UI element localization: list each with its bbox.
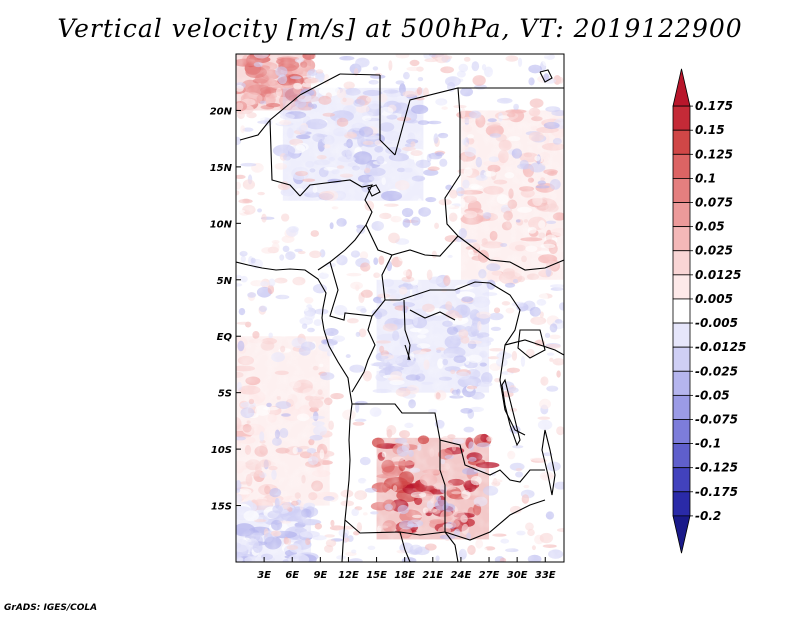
colorbar-label: -0.175 (695, 485, 738, 499)
chad-sudan-border (444, 115, 461, 237)
colorbar-bin (672, 274, 691, 300)
y-tick-label: EQ (217, 332, 233, 343)
namibia-botswana (399, 531, 459, 562)
colorbar-label: -0.05 (695, 388, 730, 402)
nigeria-borders (299, 179, 373, 271)
x-tick-label: 33E (535, 570, 556, 581)
colorbar-label: 0.175 (695, 99, 733, 113)
chart-title: Vertical velocity [m/s] at 500hPa, VT: 2… (57, 14, 743, 43)
colorbar-bin (672, 443, 691, 469)
y-axis: 20N 15N 10N 5N EQ 5S 10S 15S (210, 106, 241, 513)
colorbar-bin (672, 419, 691, 444)
x-tick-label: 18E (394, 570, 415, 581)
car-borders (365, 224, 491, 301)
y-tick-label: 10N (210, 219, 233, 230)
x-tick-label: 9E (313, 570, 327, 581)
y-tick-label: 15S (211, 502, 232, 513)
y-tick-label: 10S (211, 445, 232, 456)
x-tick-label: 27E (479, 570, 500, 581)
velocity-field (236, 54, 564, 562)
colorbar-label: -0.125 (695, 461, 738, 475)
zambia-south (444, 499, 546, 541)
chad-libya-border (394, 87, 461, 156)
colorbar-label: -0.005 (695, 316, 738, 330)
lake-malawi (541, 429, 556, 496)
colorbar-label: -0.0125 (695, 340, 746, 354)
lake-tanganyika (501, 378, 521, 447)
colorbar-bin (672, 68, 691, 107)
colorbar-bin (672, 515, 691, 554)
colorbar-label: -0.2 (695, 509, 721, 523)
colorbar-bin (672, 491, 691, 517)
y-tick-label: 5N (217, 276, 233, 287)
colorbar-bin (672, 346, 691, 372)
colorbar-bin (672, 226, 691, 252)
colorbar-label: -0.025 (695, 364, 738, 378)
colorbar-bin (672, 250, 691, 276)
red-sea-coast (539, 69, 553, 83)
colorbar-label: -0.075 (695, 412, 738, 426)
colorbar-bin (672, 178, 691, 203)
lake-chad (367, 184, 381, 197)
x-tick-label: 21E (422, 570, 443, 581)
x-tick-label: 24E (451, 570, 472, 581)
y-tick-label: 20N (210, 106, 233, 117)
algeria-niger-border (239, 73, 341, 141)
colorbar-label: 0.125 (695, 147, 733, 161)
colorbar-bin (672, 322, 691, 348)
x-axis: 3E 6E 9E 12E 15E 18E 21E 24E 27E 30E 33E (257, 557, 556, 581)
colorbar: 0.175 0.15 0.125 0.1 0.075 0.05 0.025 0.0125 0.0… (672, 68, 746, 554)
x-tick-label: 12E (338, 570, 359, 581)
x-tick-label: 15E (366, 570, 387, 581)
colorbar-label: 0.025 (695, 244, 733, 258)
colorbar-label: 0.05 (695, 220, 725, 234)
libya-egypt-border (379, 75, 396, 156)
grads-credit: GrADS: IGES/COLA (4, 603, 98, 613)
map-frame (235, 53, 565, 563)
x-tick-label: 30E (507, 570, 528, 581)
x-tick-label: 3E (257, 570, 271, 581)
colorbar-label: 0.1 (695, 171, 716, 185)
colorbar-bin (672, 298, 691, 324)
angola-zambia (344, 440, 446, 536)
colorbar-bin (672, 370, 691, 396)
niger-chad-border (339, 73, 381, 76)
angola-drc (352, 403, 545, 483)
x-tick-label: 6E (285, 570, 299, 581)
colorbar-bin (672, 153, 691, 179)
colorbar-label: 0.0125 (695, 268, 741, 282)
colorbar-bin (672, 467, 691, 493)
congo-river (404, 309, 456, 361)
colorbar-label: -0.1 (695, 437, 721, 451)
colorbar-bin (672, 394, 691, 420)
coastline (236, 261, 353, 562)
congo-drc (351, 299, 411, 393)
lake-victoria (517, 329, 546, 359)
y-tick-label: 5S (218, 389, 232, 400)
colorbar-bin (672, 129, 691, 155)
colorbar-bin (672, 105, 691, 131)
colorbar-bin (672, 202, 691, 228)
colorbar-label: 0.005 (695, 292, 733, 306)
mali-niger-border (269, 119, 301, 197)
sudan-south-sudan (457, 235, 564, 271)
colorbar-label: 0.075 (695, 196, 733, 210)
colorbar-label: 0.15 (695, 123, 725, 137)
y-tick-label: 15N (210, 163, 233, 174)
